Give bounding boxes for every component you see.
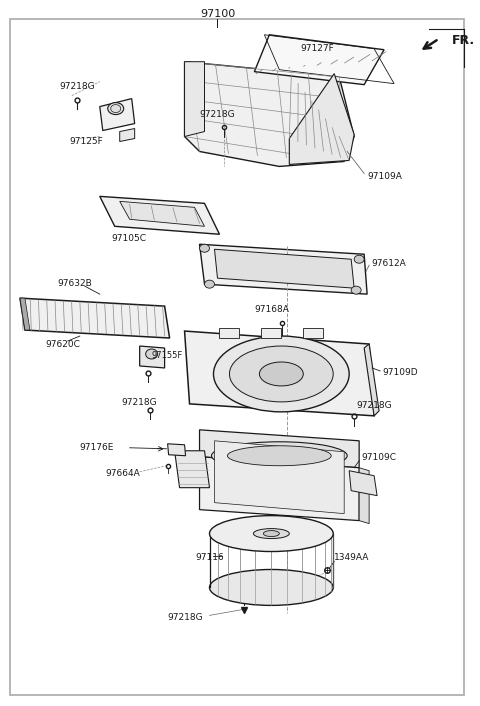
Ellipse shape: [259, 362, 303, 386]
Polygon shape: [185, 331, 374, 416]
Text: 97155F: 97155F: [152, 352, 183, 361]
Polygon shape: [254, 35, 384, 85]
Text: 97105C: 97105C: [112, 234, 147, 243]
Ellipse shape: [200, 244, 209, 252]
Ellipse shape: [209, 515, 333, 551]
Polygon shape: [185, 61, 354, 167]
Polygon shape: [215, 441, 344, 514]
Polygon shape: [359, 468, 369, 524]
Text: 97116: 97116: [195, 553, 224, 562]
Polygon shape: [289, 73, 354, 164]
Ellipse shape: [351, 286, 361, 294]
Polygon shape: [168, 444, 186, 456]
Ellipse shape: [209, 570, 333, 606]
Polygon shape: [349, 471, 377, 496]
Polygon shape: [303, 328, 323, 338]
Polygon shape: [364, 344, 379, 416]
Ellipse shape: [228, 445, 331, 466]
Polygon shape: [120, 128, 135, 141]
Text: 97664A: 97664A: [106, 469, 141, 478]
Polygon shape: [20, 298, 169, 338]
Polygon shape: [215, 249, 354, 288]
Text: 97125F: 97125F: [70, 137, 104, 146]
Text: 97176E: 97176E: [80, 443, 114, 453]
Text: 97218G: 97218G: [60, 82, 96, 91]
Text: 97612A: 97612A: [371, 258, 406, 268]
Text: 97218G: 97218G: [168, 613, 203, 622]
Text: 97620C: 97620C: [45, 340, 80, 349]
Text: 97632B: 97632B: [58, 279, 93, 287]
Text: 97168A: 97168A: [254, 304, 289, 313]
Ellipse shape: [214, 336, 349, 412]
Polygon shape: [175, 450, 209, 488]
Text: 97109A: 97109A: [367, 172, 402, 181]
Ellipse shape: [108, 102, 124, 114]
Ellipse shape: [253, 529, 289, 539]
Polygon shape: [200, 430, 359, 468]
Text: 1349AA: 1349AA: [334, 553, 370, 562]
Polygon shape: [140, 346, 165, 368]
Ellipse shape: [264, 531, 279, 537]
Ellipse shape: [212, 442, 347, 469]
Polygon shape: [185, 61, 204, 136]
Ellipse shape: [229, 346, 333, 402]
Polygon shape: [100, 99, 135, 131]
Text: 97218G: 97218G: [122, 398, 157, 407]
Text: 97100: 97100: [200, 8, 235, 19]
Text: 97218G: 97218G: [200, 110, 235, 119]
Text: 97109D: 97109D: [382, 369, 418, 378]
Polygon shape: [120, 201, 204, 227]
Polygon shape: [200, 457, 359, 520]
Ellipse shape: [145, 349, 157, 359]
Polygon shape: [200, 244, 367, 294]
Text: 97109C: 97109C: [361, 453, 396, 462]
Polygon shape: [20, 298, 30, 330]
Polygon shape: [100, 196, 219, 234]
Text: 97127F: 97127F: [300, 44, 334, 53]
Ellipse shape: [204, 280, 215, 288]
Polygon shape: [219, 328, 240, 338]
Text: 97218G: 97218G: [356, 402, 392, 410]
Text: FR.: FR.: [452, 34, 475, 47]
Polygon shape: [262, 328, 281, 338]
Ellipse shape: [354, 256, 364, 263]
